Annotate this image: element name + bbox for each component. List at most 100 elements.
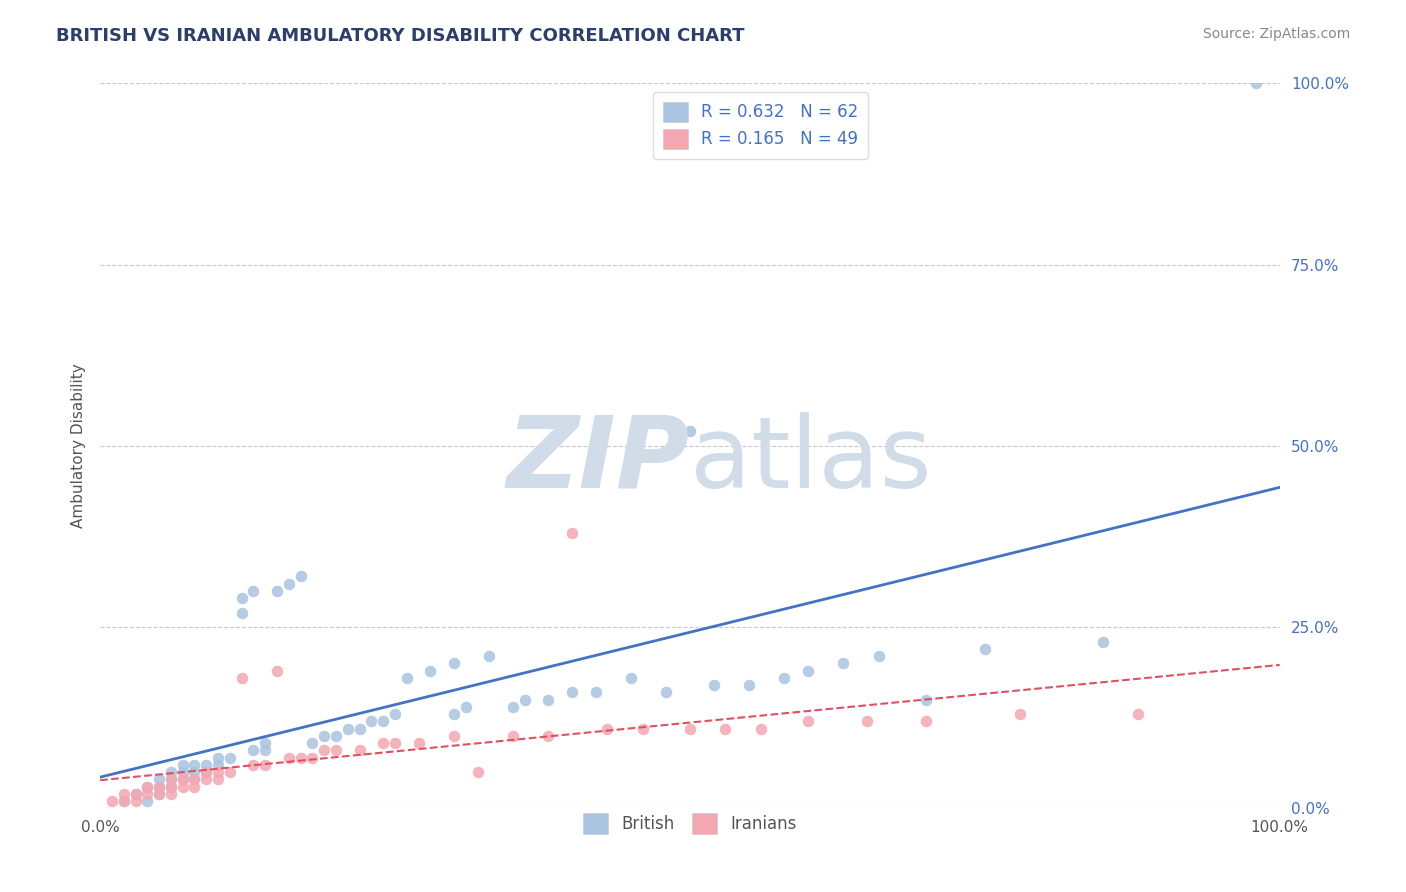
Point <box>195 772 218 787</box>
Point <box>160 765 183 780</box>
Point <box>467 765 489 780</box>
Point <box>136 787 159 801</box>
Point <box>160 772 183 787</box>
Point <box>620 671 643 685</box>
Point <box>336 722 359 736</box>
Point <box>160 772 183 787</box>
Point <box>749 722 772 736</box>
Point <box>797 664 820 678</box>
Point <box>195 765 218 780</box>
Point <box>773 671 796 685</box>
Point <box>112 794 135 808</box>
Point <box>679 425 702 439</box>
Point <box>1010 707 1032 722</box>
Y-axis label: Ambulatory Disability: Ambulatory Disability <box>72 364 86 528</box>
Point <box>266 583 288 598</box>
Point <box>231 606 253 620</box>
Text: Source: ZipAtlas.com: Source: ZipAtlas.com <box>1202 27 1350 41</box>
Point <box>373 714 395 729</box>
Point <box>207 758 229 772</box>
Point <box>148 787 170 801</box>
Point <box>868 649 890 664</box>
Point <box>349 743 371 757</box>
Point <box>277 576 299 591</box>
Point <box>655 685 678 699</box>
Point <box>349 722 371 736</box>
Point <box>561 685 583 699</box>
Point <box>325 729 347 743</box>
Point <box>395 671 418 685</box>
Point <box>408 736 430 750</box>
Point <box>384 736 406 750</box>
Point <box>702 678 724 692</box>
Point <box>172 772 194 787</box>
Text: ZIP: ZIP <box>508 412 690 509</box>
Point <box>183 772 205 787</box>
Point <box>277 750 299 764</box>
Point <box>207 765 229 780</box>
Point <box>679 722 702 736</box>
Point <box>502 729 524 743</box>
Point <box>254 743 277 757</box>
Point <box>160 787 183 801</box>
Point <box>631 722 654 736</box>
Point <box>242 758 264 772</box>
Point <box>443 729 465 743</box>
Point <box>254 758 277 772</box>
Point <box>537 729 560 743</box>
Point <box>373 736 395 750</box>
Point <box>502 700 524 714</box>
Point <box>1128 707 1150 722</box>
Point <box>443 707 465 722</box>
Point <box>136 794 159 808</box>
Point <box>231 671 253 685</box>
Point <box>419 664 441 678</box>
Point <box>207 772 229 787</box>
Point <box>290 569 312 583</box>
Legend: British, Iranians: British, Iranians <box>574 804 807 844</box>
Point <box>537 692 560 706</box>
Point <box>112 787 135 801</box>
Text: atlas: atlas <box>690 412 932 509</box>
Point <box>148 780 170 794</box>
Point <box>832 657 855 671</box>
Point <box>195 765 218 780</box>
Point <box>314 743 336 757</box>
Point <box>124 787 146 801</box>
Point <box>136 780 159 794</box>
Point <box>478 649 501 664</box>
Point <box>914 714 936 729</box>
Point <box>301 736 323 750</box>
Point <box>914 692 936 706</box>
Point <box>714 722 737 736</box>
Point <box>219 765 242 780</box>
Point <box>183 780 205 794</box>
Point <box>797 714 820 729</box>
Point <box>301 750 323 764</box>
Point <box>101 794 124 808</box>
Point <box>195 758 218 772</box>
Point <box>148 780 170 794</box>
Point <box>172 780 194 794</box>
Point <box>124 794 146 808</box>
Text: BRITISH VS IRANIAN AMBULATORY DISABILITY CORRELATION CHART: BRITISH VS IRANIAN AMBULATORY DISABILITY… <box>56 27 745 45</box>
Point <box>183 765 205 780</box>
Point <box>513 692 536 706</box>
Point <box>325 743 347 757</box>
Point <box>454 700 477 714</box>
Point <box>231 591 253 606</box>
Point <box>160 780 183 794</box>
Point <box>172 772 194 787</box>
Point <box>242 583 264 598</box>
Point <box>1244 77 1267 91</box>
Point <box>242 743 264 757</box>
Point <box>148 787 170 801</box>
Point <box>112 794 135 808</box>
Point <box>360 714 382 729</box>
Point <box>973 642 995 657</box>
Point <box>738 678 761 692</box>
Point <box>856 714 879 729</box>
Point <box>148 772 170 787</box>
Point <box>561 525 583 540</box>
Point <box>136 780 159 794</box>
